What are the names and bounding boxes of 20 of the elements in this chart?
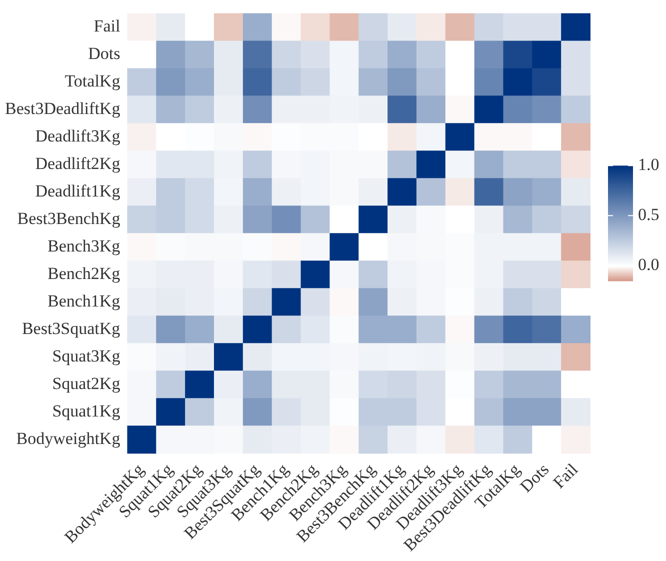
- y-tick-label: Best3BenchKg: [17, 208, 121, 228]
- y-tick-label: Bench1Kg: [47, 291, 121, 310]
- y-tick-label: Squat3Kg: [52, 346, 121, 366]
- y-tick-label: Bench2Kg: [47, 264, 121, 283]
- y-tick-label: Squat2Kg: [52, 374, 121, 393]
- x-tick-label: Fail: [549, 460, 582, 492]
- y-tick-label: Fail: [94, 16, 120, 36]
- y-tick-label: Dots: [88, 44, 120, 63]
- y-tick-label: Best3SquatKg: [22, 318, 121, 338]
- y-tick-label: TotalKg: [64, 71, 121, 90]
- y-tick-label: Bench3Kg: [47, 236, 121, 256]
- color-bar-label: 0.0: [638, 255, 660, 274]
- y-tick-label: Squat1Kg: [52, 401, 121, 420]
- y-tick-label: Deadlift3Kg: [35, 126, 121, 146]
- color-bar-label: 1.0: [638, 155, 660, 174]
- color-bar-label: 0.5: [638, 205, 660, 224]
- y-tick-label: Deadlift2Kg: [35, 154, 121, 173]
- y-tick-label: BodyweightKg: [16, 428, 121, 448]
- y-tick-label: Best3DeadliftKg: [4, 98, 121, 118]
- y-tick-label: Deadlift1Kg: [35, 181, 121, 200]
